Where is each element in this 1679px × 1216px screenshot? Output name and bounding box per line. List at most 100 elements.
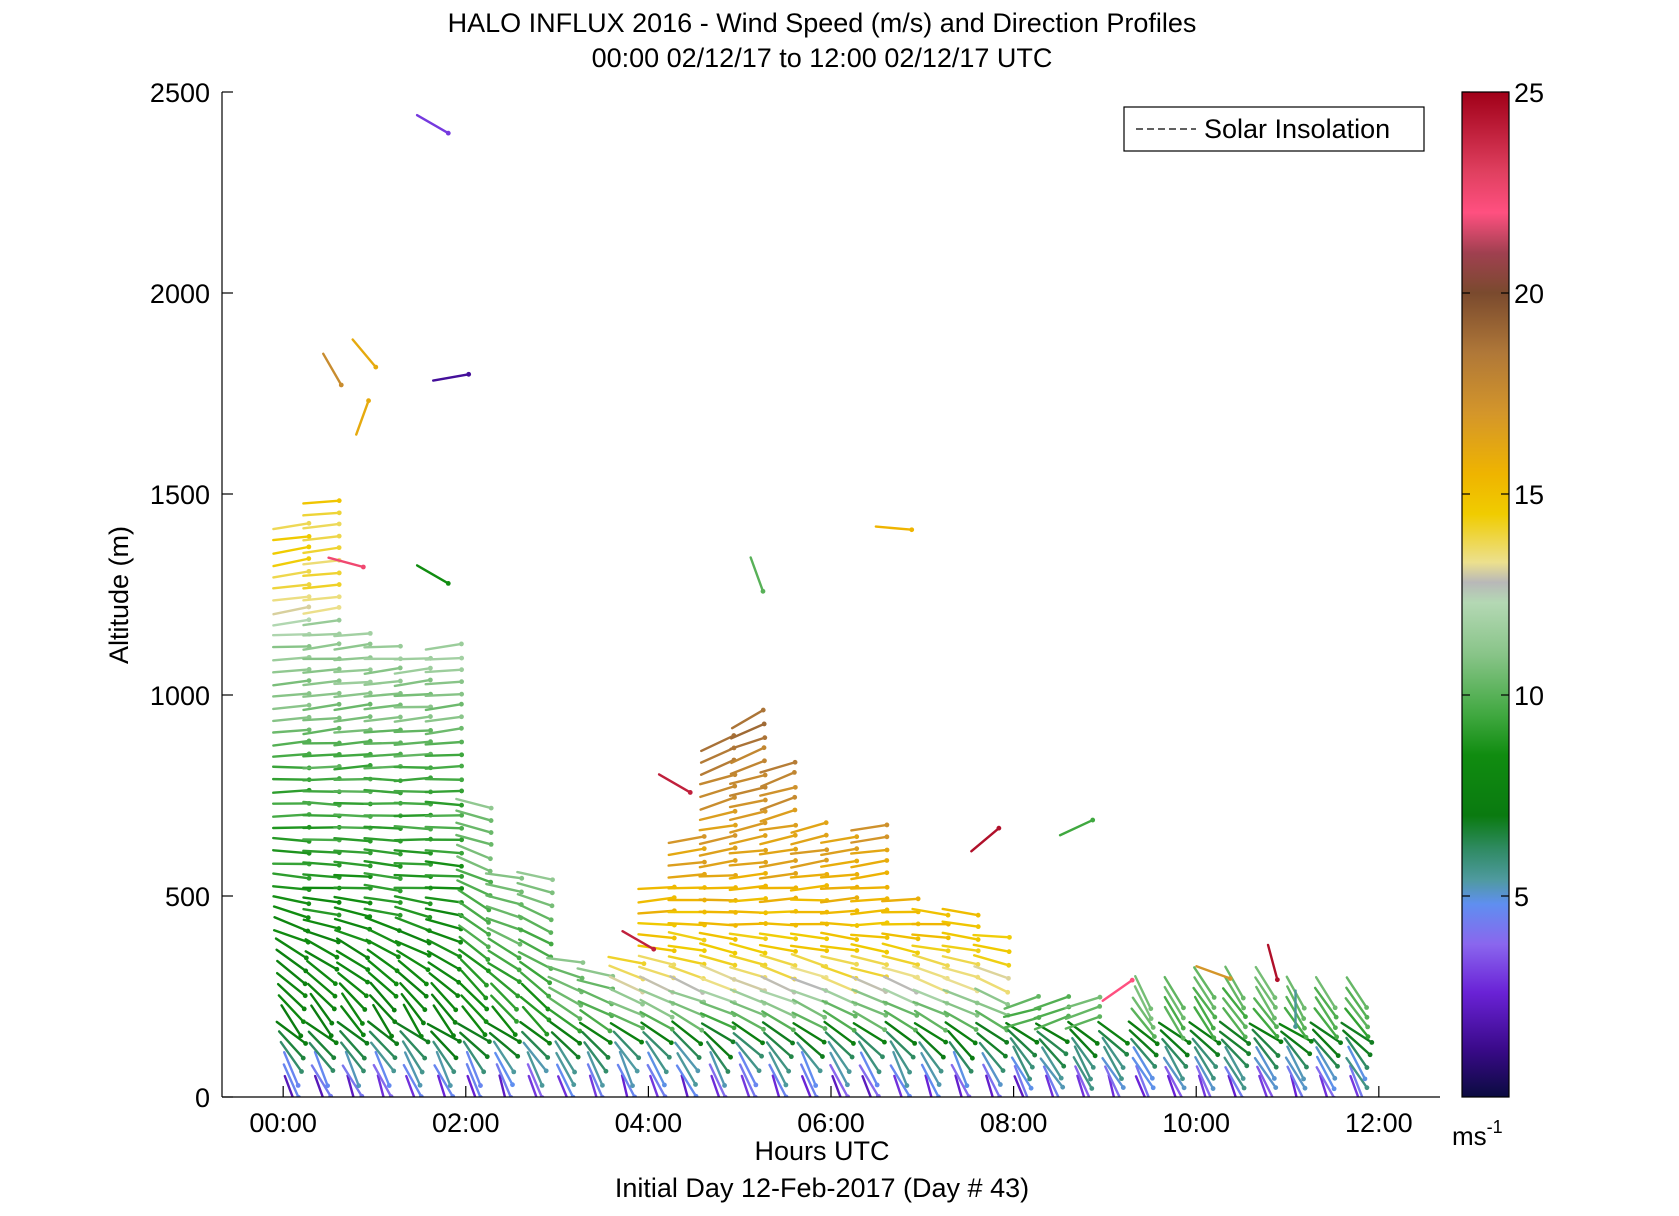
- wind-vector: [790, 857, 829, 869]
- wind-vector: [1163, 1005, 1186, 1041]
- wind-vector: [340, 1041, 366, 1074]
- wind-vector: [759, 784, 798, 797]
- wind-vector: [1097, 1029, 1130, 1057]
- wind-vector: [698, 833, 738, 846]
- wind-vector: [313, 1050, 330, 1089]
- wind-vector: [393, 895, 433, 907]
- wind-vector: [302, 641, 342, 651]
- x-axis-label: Hours UTC: [754, 1136, 889, 1166]
- wind-vector-isolated: [1058, 817, 1096, 837]
- wind-vector: [1309, 1021, 1343, 1046]
- wind-vector: [1311, 1028, 1341, 1059]
- wind-vector: [424, 752, 465, 758]
- wind-vector: [490, 994, 519, 1024]
- wind-vector: [307, 982, 337, 1012]
- x-axis-sublabel: Initial Day 12-Feb-2017 (Day # 43): [615, 1173, 1029, 1203]
- wind-vector: [758, 846, 799, 856]
- wind-vector: [494, 1051, 515, 1088]
- wind-vector: [851, 1000, 889, 1018]
- wind-vector: [941, 955, 981, 967]
- wind-vector: [370, 1041, 397, 1074]
- wind-vector: [1101, 1056, 1126, 1090]
- wind-vector: [820, 955, 859, 967]
- wind-vector: [363, 714, 403, 723]
- wind-vector: [333, 641, 373, 651]
- wind-vector: [1072, 1056, 1095, 1091]
- wind-vector: [911, 953, 950, 969]
- wind-vector: [455, 868, 494, 885]
- wind-vector: [972, 954, 1012, 968]
- wind-vector: [1193, 1006, 1217, 1041]
- wind-vector: [1073, 1045, 1093, 1082]
- wind-vector: [369, 981, 397, 1013]
- wind-vector: [790, 820, 829, 834]
- wind-vector: [789, 847, 830, 855]
- y-axis-label: Altitude (m): [104, 526, 134, 664]
- wind-vector: [1347, 1045, 1368, 1082]
- wind-vector: [363, 883, 403, 894]
- wind-vector: [579, 1009, 613, 1034]
- wind-vector: [735, 1041, 762, 1074]
- wind-vector-isolated: [327, 556, 366, 570]
- wind-vector: [272, 617, 312, 627]
- wind-vector: [279, 1040, 304, 1074]
- wind-vector: [761, 1021, 795, 1046]
- wind-vector: [276, 982, 307, 1012]
- wind-vector: [363, 907, 403, 918]
- wind-vector: [368, 1030, 398, 1061]
- wind-vector-isolated: [749, 556, 766, 594]
- wind-vector: [424, 800, 464, 808]
- wind-vector: [367, 959, 399, 987]
- wind-vector: [455, 833, 494, 847]
- wind-vector: [1191, 1037, 1219, 1070]
- wind-vector: [437, 1074, 447, 1097]
- wind-vector: [674, 1041, 701, 1074]
- wind-vector: [918, 1041, 944, 1074]
- wind-vector: [972, 933, 1012, 940]
- wind-vector: [911, 907, 951, 918]
- wind-vector: [460, 969, 489, 1001]
- wind-vector: [1010, 1056, 1034, 1091]
- wind-vector: [829, 1051, 850, 1088]
- wind-vector: [819, 944, 860, 953]
- wind-vector: [333, 630, 373, 638]
- wind-vector: [698, 822, 738, 832]
- wind-vector: [607, 955, 647, 967]
- wind-vector: [456, 1022, 492, 1045]
- wind-vector: [920, 1051, 942, 1087]
- wind-vector-isolated: [1195, 965, 1233, 981]
- wind-vector: [1193, 966, 1217, 1000]
- wind-vector: [703, 1031, 733, 1060]
- wind-vector: [333, 849, 373, 856]
- wind-vector: [1314, 996, 1338, 1031]
- wind-vector: [588, 1074, 598, 1097]
- wind-vector: [487, 961, 522, 985]
- wind-vector: [272, 568, 312, 579]
- wind-vector: [302, 570, 342, 578]
- wind-vector: [462, 1040, 487, 1075]
- wind-vector: [728, 859, 769, 867]
- wind-vector: [492, 1040, 517, 1075]
- wind-vector: [647, 1051, 667, 1088]
- wind-vector: [667, 859, 707, 867]
- wind-vector: [367, 971, 399, 999]
- wind-vector: [667, 944, 707, 954]
- wind-vector: [941, 931, 981, 942]
- wind-vector: [729, 942, 768, 956]
- wind-vector: [424, 777, 465, 783]
- wind-vector: [305, 1021, 339, 1046]
- wind-vector: [517, 914, 554, 936]
- wind-vector: [699, 783, 738, 799]
- wind-vector: [820, 931, 860, 942]
- wind-vector: [646, 1063, 668, 1097]
- wind-vector: [549, 1020, 583, 1046]
- wind-vector: [1223, 975, 1247, 1011]
- wind-vector: [302, 907, 342, 918]
- wind-vector: [1313, 986, 1339, 1020]
- wind-vector: [850, 954, 889, 968]
- wind-vector: [637, 933, 677, 941]
- wind-vector: [581, 1030, 611, 1060]
- wind-vector: [430, 993, 458, 1025]
- wind-vector: [346, 1074, 355, 1097]
